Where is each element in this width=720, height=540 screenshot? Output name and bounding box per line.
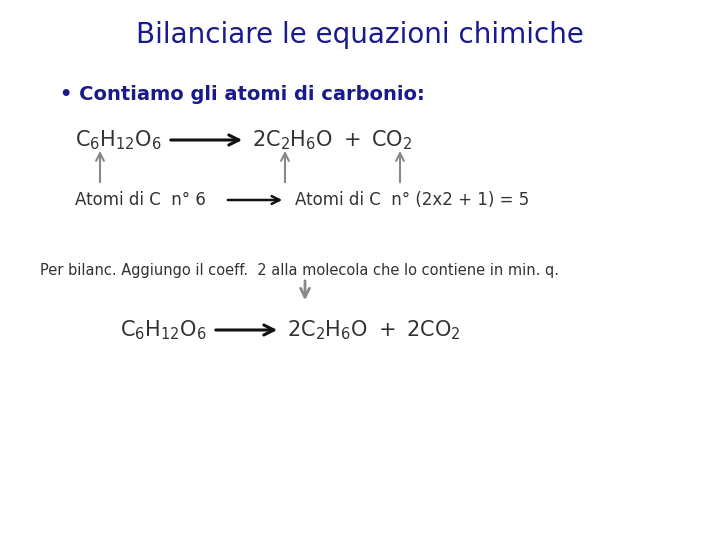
Text: $\mathrm{2C_2H_6O\ +\ CO_2}$: $\mathrm{2C_2H_6O\ +\ CO_2}$ bbox=[252, 128, 413, 152]
Text: $\mathrm{2C_2H_6O\ +\ 2CO_2}$: $\mathrm{2C_2H_6O\ +\ 2CO_2}$ bbox=[287, 318, 461, 342]
Text: Atomi di C  n° 6: Atomi di C n° 6 bbox=[75, 191, 206, 209]
Text: $\mathrm{C_6H_{12}O_6}$: $\mathrm{C_6H_{12}O_6}$ bbox=[75, 128, 162, 152]
Text: • Contiamo gli atomi di carbonio:: • Contiamo gli atomi di carbonio: bbox=[60, 85, 425, 105]
Text: $\mathrm{C_6H_{12}O_6}$: $\mathrm{C_6H_{12}O_6}$ bbox=[120, 318, 207, 342]
Text: Atomi di C  n° (2x2 + 1) = 5: Atomi di C n° (2x2 + 1) = 5 bbox=[295, 191, 529, 209]
Text: Per bilanc. Aggiungo il coeff.  2 alla molecola che lo contiene in min. q.: Per bilanc. Aggiungo il coeff. 2 alla mo… bbox=[40, 262, 559, 278]
Text: Bilanciare le equazioni chimiche: Bilanciare le equazioni chimiche bbox=[136, 21, 584, 49]
